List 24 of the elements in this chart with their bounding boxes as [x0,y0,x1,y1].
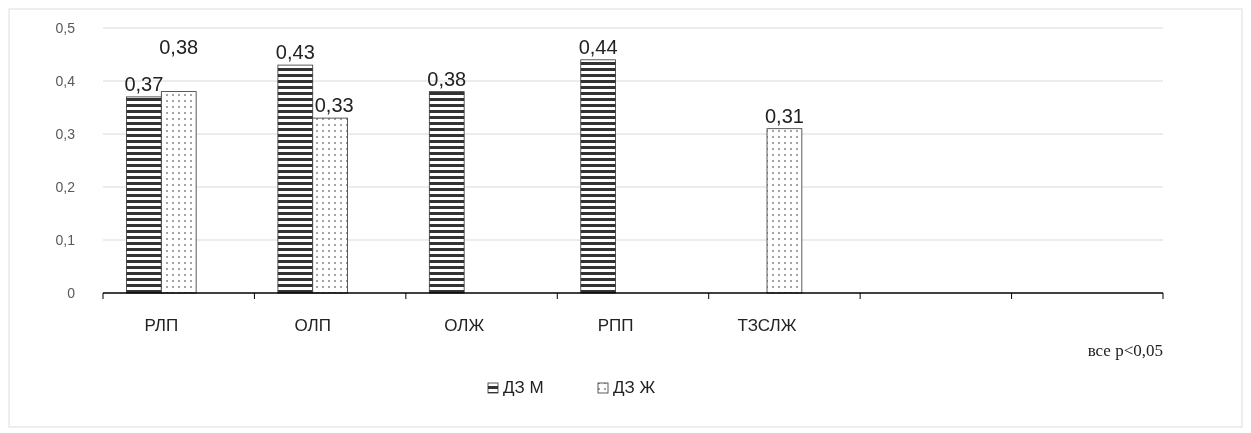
bar [580,59,616,294]
legend-label: ДЗ Ж [613,378,656,397]
data-label: 0,44 [578,35,618,58]
x-tick-label: ОЛЖ [444,316,485,335]
y-tick-label: 0 [67,284,76,301]
bar [766,128,803,294]
y-tick-label: 0,3 [55,125,76,142]
data-label: 0,38 [427,67,467,90]
x-tick-label: ОЛП [294,316,331,335]
data-label: 0,43 [275,41,315,64]
x-tick-label: РПП [597,316,634,335]
y-tick-label: 0,5 [55,19,76,36]
bar [428,91,465,294]
data-label: 0,31 [764,104,804,127]
text: все p<0,05 [1087,341,1163,360]
legend-label: ДЗ М [503,378,544,397]
y-tick-label: 0,2 [55,178,76,195]
y-tick-label: 0,4 [55,72,76,89]
data-label: 0,37 [124,72,164,95]
y-tick-label: 0,1 [55,231,76,248]
data-label: 0,38 [159,35,199,58]
x-tick-label: ТЗСЛЖ [737,316,797,335]
data-label: 0,33 [314,94,354,117]
x-tick-label: РЛП [144,316,179,335]
